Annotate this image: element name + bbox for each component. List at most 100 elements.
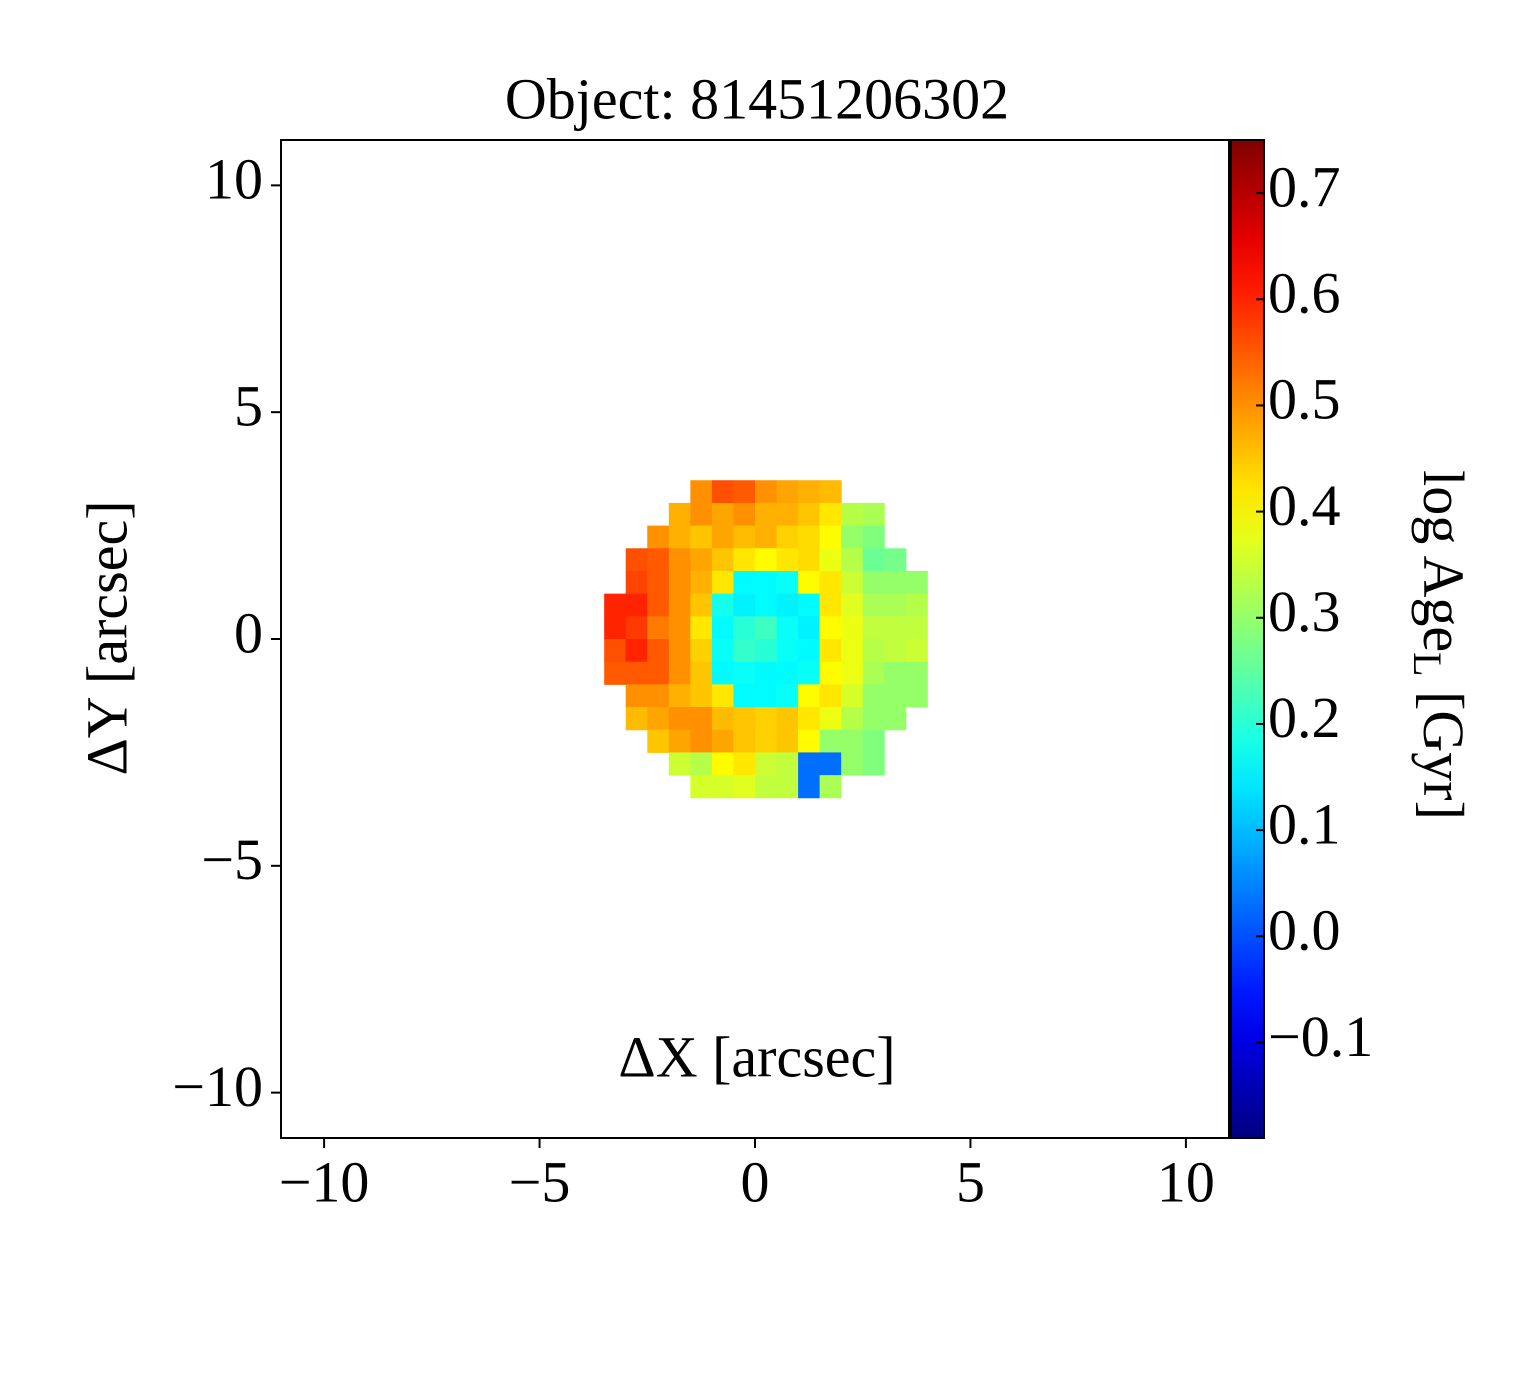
pixel <box>798 684 821 708</box>
pixel <box>862 593 885 617</box>
pixel <box>884 707 907 731</box>
pixel <box>711 548 734 572</box>
pixel <box>733 775 756 799</box>
pixel <box>625 707 648 731</box>
pixel <box>841 661 864 685</box>
pixel <box>755 593 778 617</box>
pixel <box>625 684 648 708</box>
pixel <box>711 707 734 731</box>
pixel <box>690 729 713 753</box>
pixel <box>798 616 821 640</box>
colorbar-label-part: [Gyr] <box>1411 677 1476 820</box>
pixel <box>776 616 799 640</box>
pixel <box>690 548 713 572</box>
pixel <box>905 661 928 685</box>
x-axis-label: ΔX [arcsec] <box>618 1024 895 1089</box>
pixel <box>905 684 928 708</box>
pixel <box>711 684 734 708</box>
pixel <box>755 616 778 640</box>
pixel <box>690 616 713 640</box>
pixel <box>733 616 756 640</box>
colorbar-tick-label: 0.7 <box>1268 154 1341 219</box>
colorbar-label-sub: L <box>1405 652 1450 676</box>
pixel <box>604 616 627 640</box>
pixel <box>884 639 907 663</box>
pixel <box>647 570 670 595</box>
colorbar-tick-label: 0.0 <box>1268 898 1341 963</box>
pixel <box>798 729 821 753</box>
pixel <box>841 684 864 708</box>
colorbar-tick-label: 0.5 <box>1268 367 1341 432</box>
pixel <box>862 548 885 572</box>
pixel <box>711 775 734 799</box>
pixel <box>733 548 756 572</box>
pixel <box>647 616 670 640</box>
pixel <box>841 548 864 572</box>
pixel <box>884 616 907 640</box>
pixel <box>819 639 842 663</box>
pixel <box>604 593 627 617</box>
x-tick-label: 5 <box>956 1149 985 1214</box>
pixel <box>862 570 885 595</box>
pixel <box>798 775 821 799</box>
pixel <box>755 480 778 504</box>
colorbar-tick-label: 0.1 <box>1268 791 1341 856</box>
pixel <box>711 729 734 753</box>
pixel <box>798 525 821 549</box>
pixel <box>884 684 907 708</box>
pixel <box>690 570 713 595</box>
pixel <box>841 707 864 731</box>
pixel <box>819 616 842 640</box>
pixel <box>884 570 907 595</box>
pixel <box>755 525 778 549</box>
pixel <box>862 502 885 527</box>
pixel <box>905 639 928 663</box>
pixel <box>819 684 842 708</box>
pixel <box>776 593 799 617</box>
pixel <box>905 593 928 617</box>
pixel <box>668 729 691 753</box>
pixel <box>755 502 778 527</box>
colorbar-tick-label: −0.1 <box>1268 1004 1373 1069</box>
pixel <box>862 525 885 549</box>
pixel <box>884 548 907 572</box>
pixel <box>733 661 756 685</box>
pixel <box>668 707 691 731</box>
y-tick-label: 0 <box>234 600 263 665</box>
pixel <box>755 548 778 572</box>
pixel <box>604 639 627 663</box>
y-axis-label: ΔY [arcsec] <box>74 500 139 775</box>
pixel <box>668 593 691 617</box>
pixel <box>711 525 734 549</box>
pixel <box>798 707 821 731</box>
pixel <box>862 707 885 731</box>
pixel <box>711 570 734 595</box>
pixel <box>798 548 821 572</box>
colorbar-tick-label: 0.3 <box>1268 579 1341 644</box>
pixel <box>647 525 670 549</box>
pixel <box>711 480 734 504</box>
pixel <box>755 729 778 753</box>
colorbar <box>1230 139 1265 1139</box>
pixel <box>819 593 842 617</box>
pixel <box>733 707 756 731</box>
pixel <box>819 775 842 799</box>
y-tick-label: −10 <box>172 1054 263 1119</box>
pixel <box>798 502 821 527</box>
pixel <box>690 593 713 617</box>
pixel <box>819 548 842 572</box>
pixel <box>819 729 842 753</box>
pixel <box>668 752 691 776</box>
pixel <box>862 684 885 708</box>
pixel <box>755 775 778 799</box>
pixel <box>733 480 756 504</box>
pixel <box>776 775 799 799</box>
pixel <box>776 639 799 663</box>
y-tick-label: 5 <box>234 373 263 438</box>
pixel <box>884 661 907 685</box>
pixel <box>690 639 713 663</box>
pixel <box>625 639 648 663</box>
pixel <box>841 502 864 527</box>
pixel <box>668 548 691 572</box>
